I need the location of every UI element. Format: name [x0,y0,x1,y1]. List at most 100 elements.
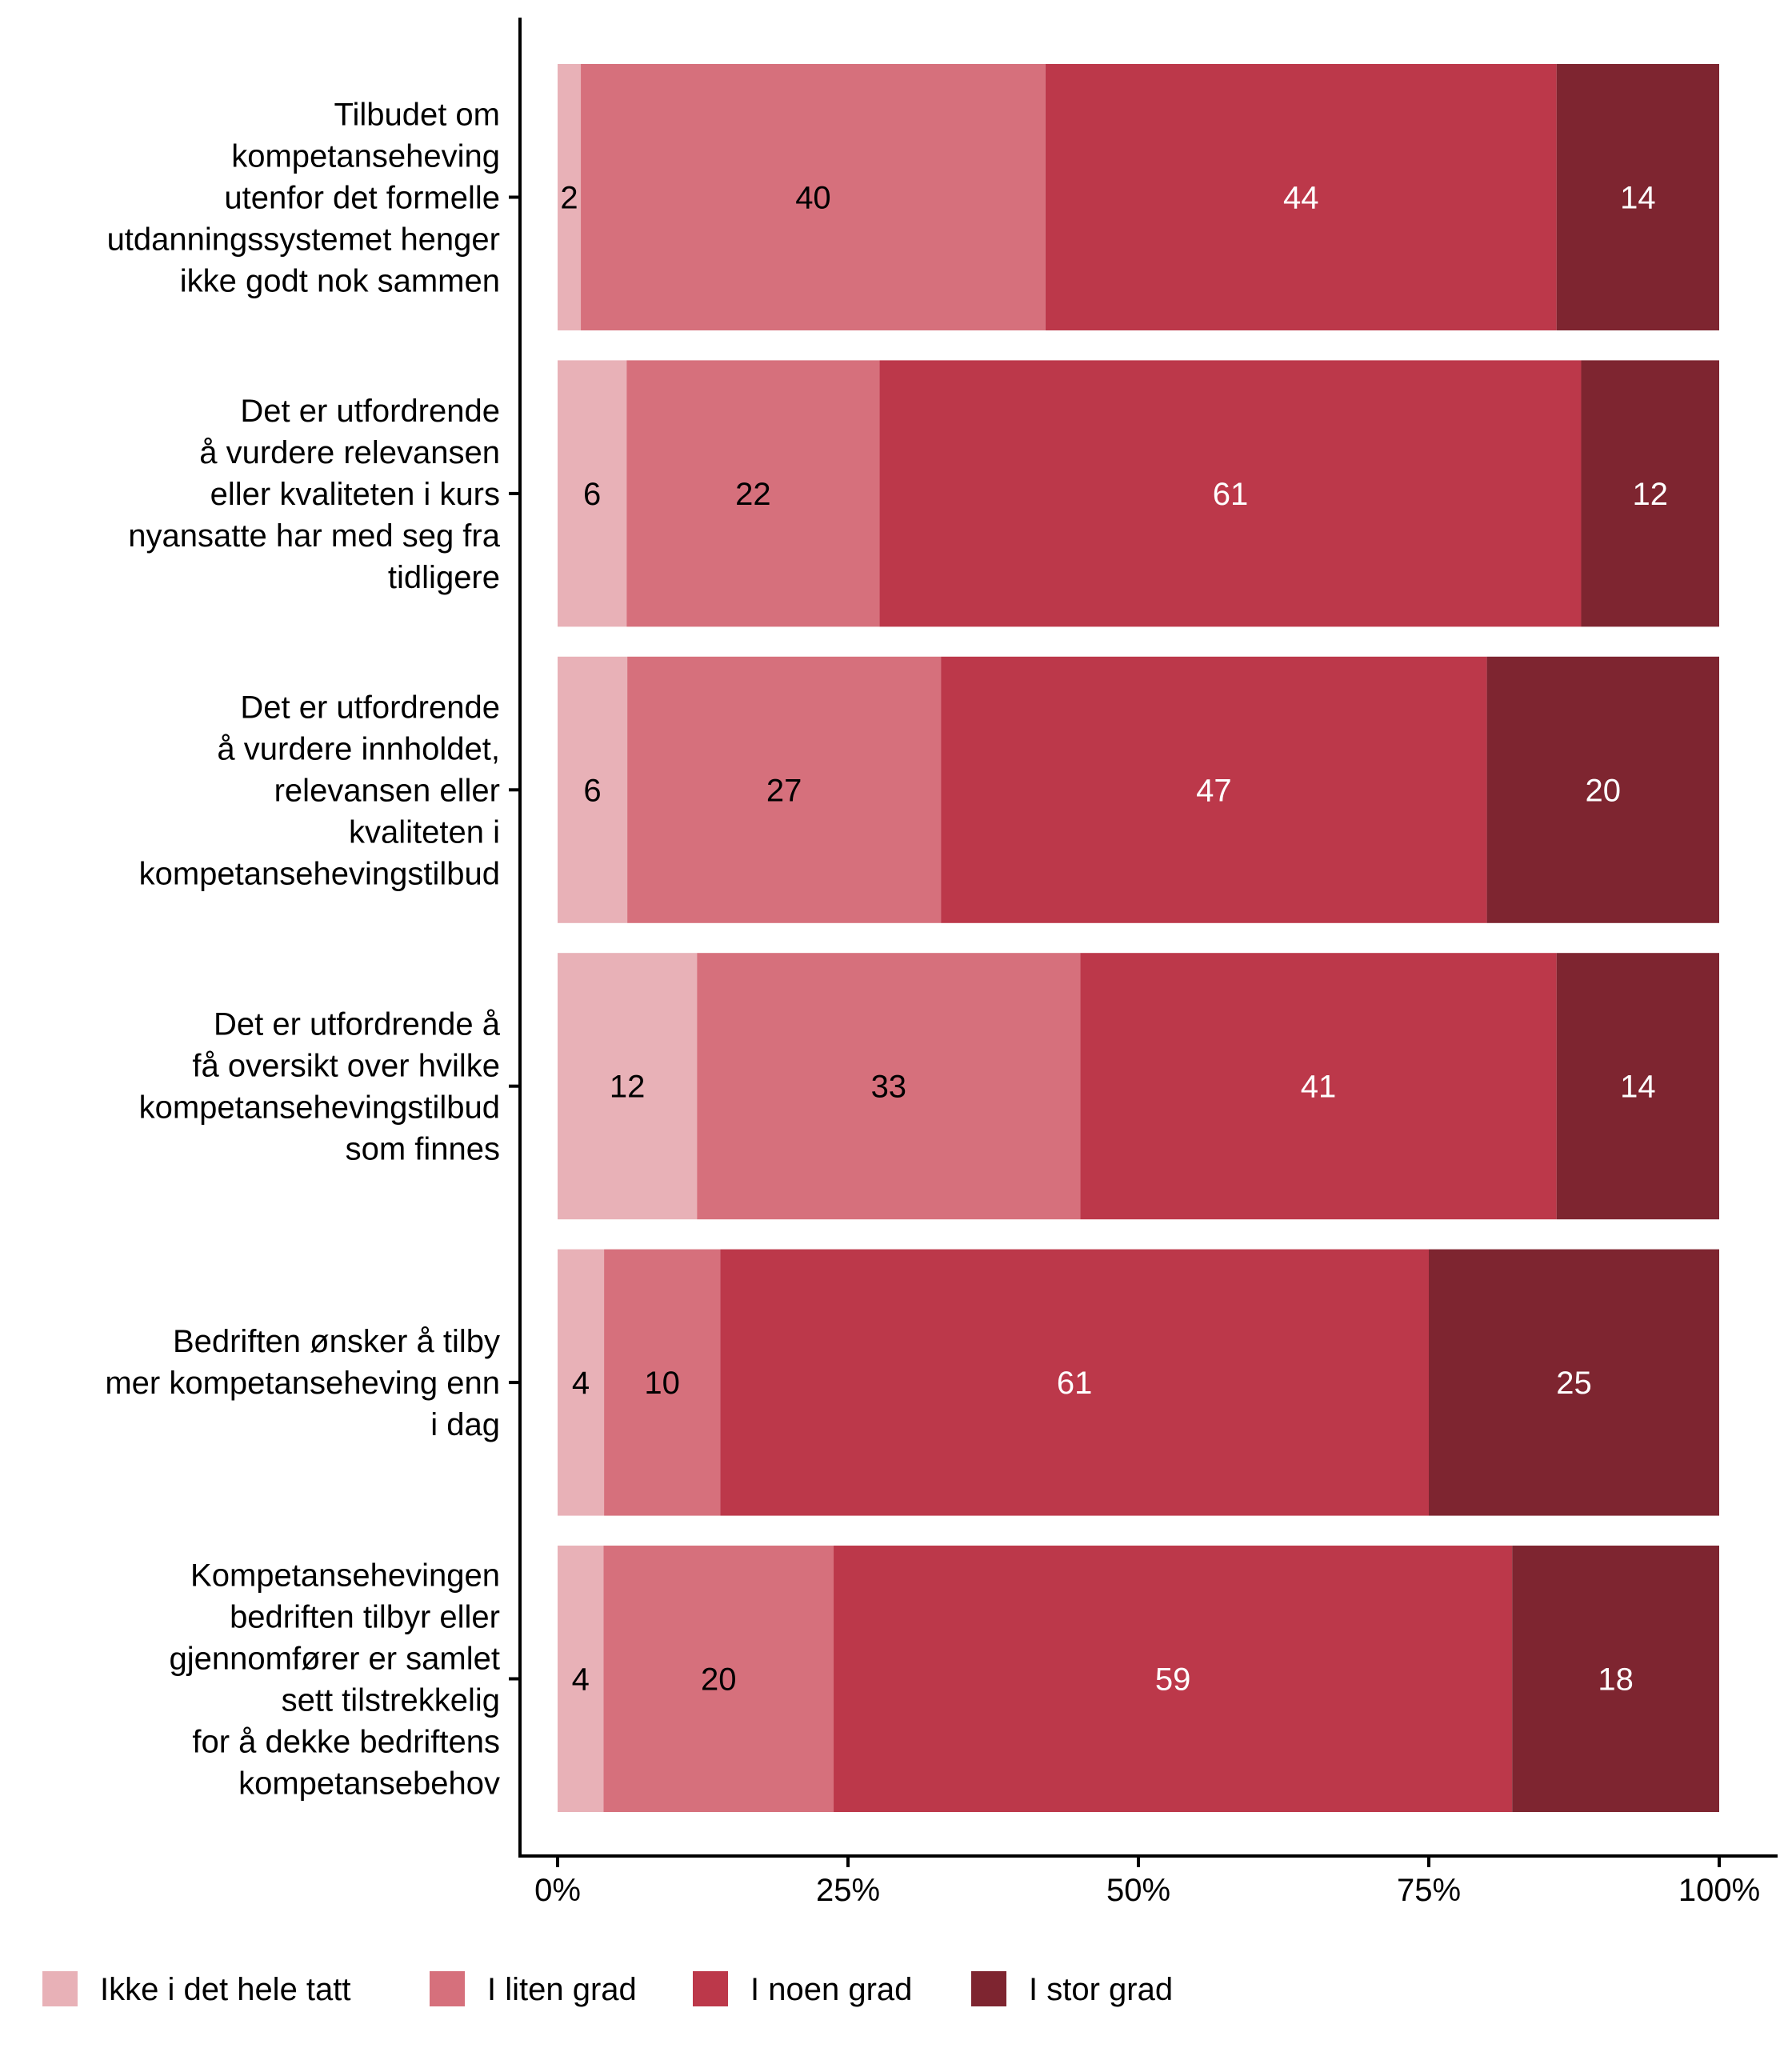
category-label-line: mer kompetanseheving enn [105,1366,500,1401]
bar-segment [834,1546,1513,1812]
category-label-line: få oversikt over hvilke [192,1049,500,1084]
bar-row: 6 27 47 20 [558,656,1719,923]
legend-item: Ikke i det hele tatt [42,1971,351,2007]
category-label-line: å vurdere relevansen [199,435,500,470]
data-label: 61 [1057,1366,1093,1401]
bar-segment [1080,953,1557,1220]
data-label: 14 [1620,181,1656,216]
bar-row: 4 20 59 18 [558,1546,1719,1812]
legend-label: I stor grad [1029,1972,1173,2007]
data-label: 33 [871,1070,907,1105]
category-label-line: relevansen eller [274,773,500,808]
bar-segment [558,360,627,627]
x-tick-label: 25% [816,1873,880,1908]
data-label: 61 [1213,477,1249,512]
category-label-line: kompetanseheving [231,139,500,174]
data-label: 14 [1620,1070,1656,1105]
bar-segment [1045,64,1557,330]
data-label: 59 [1155,1662,1191,1698]
legend-swatch [971,1971,1006,2006]
data-label: 20 [1586,773,1622,808]
bar-segment [697,953,1081,1220]
category-label-line: Det er utfordrende [240,394,500,429]
bar-row: 12 33 41 14 [558,953,1719,1220]
category-label-line: som finnes [346,1132,500,1167]
bar-segment [720,1249,1429,1516]
data-label: 12 [610,1070,646,1105]
category-label-line: Det er utfordrende å [214,1007,501,1042]
axes [518,18,1778,1858]
category-label-line: Tilbudet om [334,98,501,133]
x-axis-ticks: 0% 25% 50% 75% 100% [534,1856,1760,1908]
data-label: 27 [766,773,802,808]
bar-segment [1429,1249,1719,1516]
bars-layer: 2 40 44 14 6 22 61 12 6 27 47 20 12 33 41 14 4 10 61 25 4 20 5… [558,64,1719,1812]
category-label-line: Det er utfordrende [240,690,500,725]
bar-segment [1556,64,1719,330]
bar-segment [1486,656,1719,923]
category-label-line: for å dekke bedriftens [192,1725,500,1760]
bar-segment [558,656,628,923]
bar-segment [627,656,942,923]
bar-segment [558,64,582,330]
data-label: 47 [1196,773,1232,808]
category-label-line: å vurdere innholdet, [217,731,500,766]
category-label: Det er utfordrende å vurdere innholdet, re… [139,690,500,891]
category-label-line: Bedriften ønsker å tilby [173,1324,500,1359]
category-label: Det er utfordrende å få oversikt over hvi… [139,1007,501,1167]
data-label: 2 [560,181,578,216]
category-label: Tilbudet om kompetanseheving utenfor det f… [107,98,500,299]
y-axis-labels: Tilbudet om kompetanseheving utenfor det f… [105,98,520,1802]
category-label-line: utenfor det formelle [224,181,500,216]
data-label: 41 [1301,1070,1337,1105]
bar-segment [941,656,1487,923]
bar-row: 6 22 61 12 [558,360,1719,627]
bar-segment [558,1249,605,1516]
category-label-line: kompetansehevingstilbud [139,856,500,891]
bar-row: 2 40 44 14 [558,64,1719,330]
legend-label: I noen grad [750,1972,912,2007]
bar-segment [603,1546,834,1812]
legend: Ikke i det hele tatt I liten grad I noen g… [42,1971,1173,2007]
bar-segment [879,360,1582,627]
bar-segment [558,1546,604,1812]
data-label: 20 [701,1662,737,1698]
bar-segment [1512,1546,1719,1812]
category-label-line: nyansatte har med seg fra [128,518,500,554]
category-label-line: i dag [430,1407,500,1442]
data-label: 22 [735,477,771,512]
category-label-line: kompetansebehov [238,1766,500,1802]
category-label-line: utdanningssystemet henger [107,222,500,258]
category-label: Kompetansehevingen bedriften tilbyr eller… [170,1558,500,1802]
category-label-line: tidligere [388,560,500,595]
category-label-line: kompetansehevingstilbud [139,1090,500,1126]
bar-segment [558,953,698,1220]
data-label: 40 [795,181,831,216]
bar-segment [1581,360,1719,627]
bar-segment [626,360,880,627]
legend-swatch [693,1971,728,2006]
category-label: Det er utfordrende å vurdere relevansen el… [128,394,500,595]
data-label: 12 [1632,477,1668,512]
x-tick-label: 50% [1106,1873,1170,1908]
data-label: 4 [572,1662,590,1698]
data-label: 44 [1283,181,1319,216]
bar-row: 4 10 61 25 [558,1249,1719,1516]
category-label-line: bedriften tilbyr eller [230,1600,500,1635]
data-label: 4 [572,1366,590,1401]
category-label-line: gjennomfører er samlet [170,1642,500,1677]
data-label: 10 [644,1366,680,1401]
legend-swatch [430,1971,465,2006]
bar-segment [1556,953,1719,1220]
x-tick-label: 0% [534,1873,581,1908]
legend-item: I liten grad [430,1971,637,2007]
data-label: 6 [583,477,601,512]
category-label: Bedriften ønsker å tilby mer kompetansehe… [105,1324,500,1442]
category-label-line: eller kvaliteten i kurs [210,477,500,512]
category-label-line: kvaliteten i [349,814,500,850]
legend-item: I noen grad [693,1971,912,2007]
legend-swatch [42,1971,78,2006]
bar-segment [581,64,1046,330]
bar-segment [604,1249,721,1516]
